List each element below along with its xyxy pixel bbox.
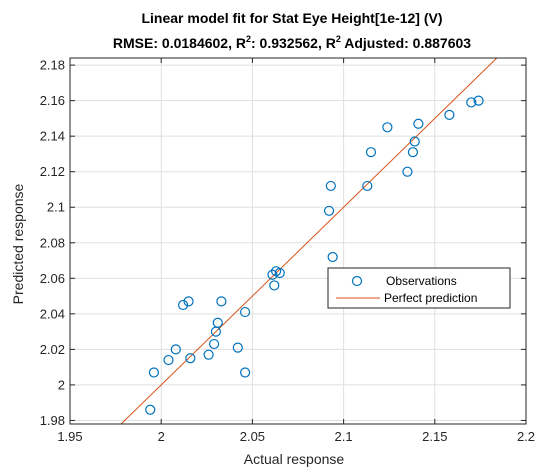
observation-point: [170, 344, 181, 355]
x-axis-label: Actual response: [244, 451, 345, 467]
observation-point: [402, 166, 413, 177]
observation-point: [185, 353, 196, 364]
observation-point: [444, 109, 455, 120]
x-tick-label: 2.15: [422, 429, 447, 444]
observation-point: [267, 269, 278, 280]
observation-point: [365, 147, 377, 158]
y-tick-label: 2.04: [40, 306, 65, 321]
y-tick-label: 1.98: [40, 413, 65, 428]
observation-point: [212, 317, 223, 328]
title-sup2: 2: [336, 34, 341, 44]
observation-point: [208, 338, 220, 350]
observation-point: [323, 205, 335, 216]
title-r2: : 0.932562, R: [251, 35, 336, 51]
observation-point: [177, 299, 189, 311]
observation-point: [240, 306, 251, 318]
legend-box: [327, 267, 511, 309]
title-sup1: 2: [246, 34, 251, 44]
observation-point: [240, 367, 251, 378]
x-tick-label: 1.95: [57, 429, 82, 444]
observation-point: [148, 367, 160, 378]
perfect-prediction-line: [120, 58, 498, 424]
observation-point: [269, 280, 280, 291]
y-tick-label: 2.02: [40, 342, 65, 357]
observation-point: [325, 180, 336, 192]
x-tick-label: 2.1: [335, 429, 353, 444]
axes-box: [69, 57, 527, 425]
legend-observations-marker: [351, 275, 363, 287]
observation-point: [274, 267, 285, 279]
observation-point: [413, 118, 424, 129]
grid: [69, 58, 527, 424]
legend-observations-label: Observations: [386, 274, 457, 288]
observation-point: [362, 180, 373, 192]
legend-perfect-prediction-label: Perfect prediction: [384, 291, 477, 305]
plot-area: [120, 58, 498, 424]
y-tick-label: 2: [58, 377, 65, 392]
observation-point: [183, 296, 194, 307]
y-tick-label: 2.14: [40, 129, 65, 144]
chart-title-line1: Linear model fit for Stat Eye Height[1e-…: [141, 10, 442, 26]
observation-point: [382, 122, 393, 133]
tick-labels: 1.95 2 2.05 2.1 2.15 2.2 1.98 2 2.02 2.04 2.06 2.08…: [40, 58, 535, 444]
x-tick-label: 2.05: [240, 429, 265, 444]
y-tick-label: 2.12: [40, 164, 65, 179]
observation-point: [232, 342, 243, 353]
x-tick-label: 2: [158, 429, 165, 444]
observation-point: [473, 95, 484, 106]
y-tick-label: 2.18: [40, 58, 65, 73]
observation-point: [163, 354, 174, 366]
y-tick-label: 2.08: [40, 235, 65, 250]
ticks: [69, 58, 527, 424]
observation-point: [407, 147, 419, 158]
y-tick-label: 2.1: [47, 200, 65, 215]
observation-point: [203, 349, 214, 360]
legend: Observations Perfect prediction: [327, 267, 511, 309]
title-adjusted: Adjusted: 0.887603: [341, 35, 471, 51]
x-tick-label: 2.2: [517, 429, 535, 444]
observation-point: [145, 404, 156, 415]
y-tick-label: 2.16: [40, 93, 65, 108]
chart-title-line2: RMSE: 0.0184602, R2: 0.932562, R2 Adjust…: [113, 34, 471, 51]
observation-point: [409, 136, 420, 147]
observation-point: [216, 296, 227, 307]
y-axis-label: Predicted response: [10, 183, 26, 304]
observation-point: [327, 251, 338, 263]
y-tick-label: 2.06: [40, 271, 65, 286]
title-rmse: RMSE: 0.0184602, R: [113, 35, 246, 51]
observation-point: [466, 97, 477, 108]
